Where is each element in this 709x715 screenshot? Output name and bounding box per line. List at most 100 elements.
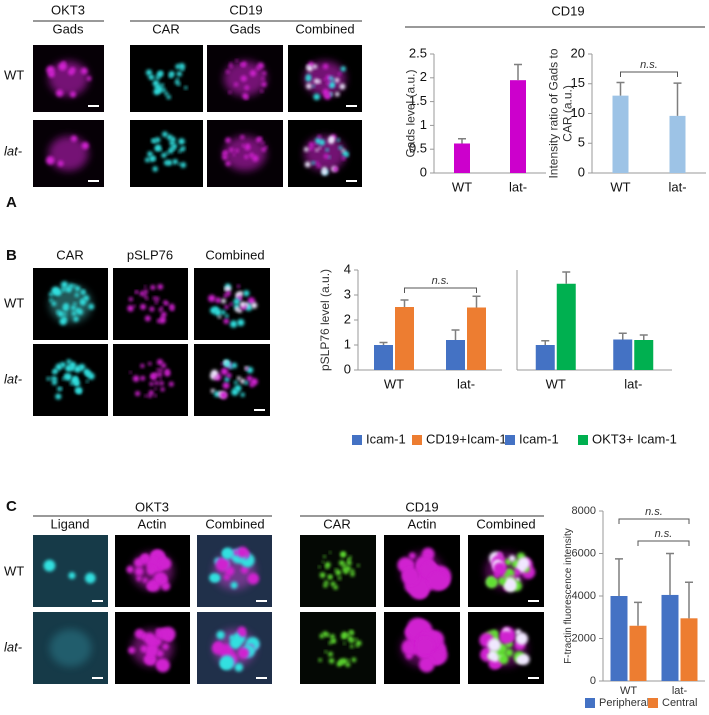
puncta bbox=[168, 148, 174, 154]
puncta bbox=[251, 302, 258, 309]
puncta bbox=[335, 92, 340, 97]
significance-bracket bbox=[404, 287, 477, 293]
puncta bbox=[126, 565, 134, 574]
x-tick-label: WT bbox=[610, 179, 630, 194]
micrographs bbox=[33, 45, 544, 684]
puncta bbox=[169, 303, 175, 310]
puncta bbox=[156, 71, 163, 78]
puncta bbox=[64, 312, 68, 316]
puncta bbox=[311, 161, 315, 165]
legend-label: Icam-1 bbox=[519, 431, 559, 446]
column-label: Ligand bbox=[50, 516, 89, 531]
y-tick-label: 2000 bbox=[572, 632, 596, 644]
puncta bbox=[161, 88, 166, 93]
bar bbox=[510, 80, 526, 173]
puncta bbox=[73, 316, 79, 322]
y-axis-label-text: pSLP76 level (a.u.) bbox=[318, 268, 332, 372]
column-label: pSLP76 bbox=[127, 247, 173, 262]
puncta bbox=[318, 146, 322, 150]
column-label: CAR bbox=[56, 247, 83, 262]
legend-swatch bbox=[585, 698, 595, 708]
puncta bbox=[178, 138, 185, 145]
error-bar bbox=[541, 340, 550, 345]
puncta bbox=[145, 157, 150, 163]
puncta bbox=[142, 577, 148, 583]
column-label: Actin bbox=[408, 516, 437, 531]
puncta bbox=[141, 554, 150, 563]
puncta bbox=[55, 363, 63, 371]
row-label: WT bbox=[4, 295, 24, 310]
puncta bbox=[517, 557, 530, 570]
y-tick-label: 6000 bbox=[572, 547, 596, 559]
puncta bbox=[52, 376, 58, 382]
y-tick-label: 2 bbox=[344, 311, 351, 326]
y-tick-label: 1.5 bbox=[409, 93, 427, 108]
error-bar bbox=[615, 558, 623, 596]
puncta bbox=[134, 290, 138, 294]
puncta bbox=[504, 580, 517, 593]
puncta bbox=[215, 376, 219, 380]
puncta bbox=[240, 378, 246, 384]
column-label: Combined bbox=[476, 516, 535, 531]
puncta bbox=[168, 71, 175, 77]
puncta bbox=[178, 150, 181, 153]
group-header: OKT3 bbox=[51, 2, 85, 17]
y-axis-label: Intensity ratio of Gads to CAR (a.u.) bbox=[546, 48, 574, 178]
error-bar bbox=[458, 137, 466, 144]
puncta bbox=[154, 387, 157, 390]
puncta bbox=[226, 372, 232, 378]
puncta bbox=[321, 560, 324, 563]
puncta bbox=[168, 381, 174, 387]
puncta bbox=[155, 632, 161, 639]
puncta bbox=[258, 137, 262, 141]
puncta bbox=[129, 371, 132, 374]
puncta bbox=[149, 306, 155, 312]
puncta bbox=[215, 557, 230, 572]
puncta bbox=[51, 379, 58, 386]
puncta bbox=[315, 161, 319, 165]
puncta bbox=[306, 83, 312, 89]
puncta bbox=[324, 650, 328, 654]
group-header: CD19 bbox=[551, 3, 584, 18]
puncta bbox=[406, 617, 428, 639]
puncta bbox=[184, 86, 188, 90]
puncta bbox=[69, 91, 77, 98]
puncta bbox=[350, 572, 355, 577]
puncta bbox=[229, 302, 233, 306]
puncta bbox=[317, 164, 321, 168]
puncta bbox=[81, 141, 89, 150]
puncta bbox=[65, 364, 73, 372]
puncta bbox=[60, 281, 68, 289]
annotation: n.s. bbox=[645, 506, 663, 518]
puncta bbox=[244, 85, 250, 91]
puncta bbox=[158, 307, 163, 312]
puncta bbox=[408, 552, 416, 560]
puncta bbox=[323, 78, 326, 81]
puncta bbox=[58, 62, 67, 71]
puncta bbox=[241, 63, 245, 67]
puncta bbox=[146, 581, 156, 591]
puncta bbox=[504, 648, 514, 657]
column-label: Gads bbox=[52, 21, 84, 36]
micrograph bbox=[33, 535, 108, 607]
puncta bbox=[163, 160, 169, 166]
significance-bracket bbox=[620, 71, 678, 77]
cell bbox=[49, 629, 92, 667]
puncta bbox=[355, 640, 362, 646]
puncta bbox=[164, 370, 171, 377]
puncta bbox=[323, 583, 328, 588]
puncta bbox=[256, 66, 260, 71]
puncta bbox=[323, 555, 326, 558]
puncta bbox=[237, 284, 240, 288]
puncta bbox=[143, 632, 156, 645]
puncta bbox=[348, 555, 352, 560]
puncta bbox=[160, 387, 165, 392]
puncta bbox=[85, 371, 92, 377]
puncta bbox=[308, 142, 314, 148]
cell bbox=[223, 136, 267, 171]
bar bbox=[535, 345, 555, 370]
puncta bbox=[346, 560, 352, 566]
puncta bbox=[52, 368, 59, 374]
puncta bbox=[176, 77, 179, 81]
